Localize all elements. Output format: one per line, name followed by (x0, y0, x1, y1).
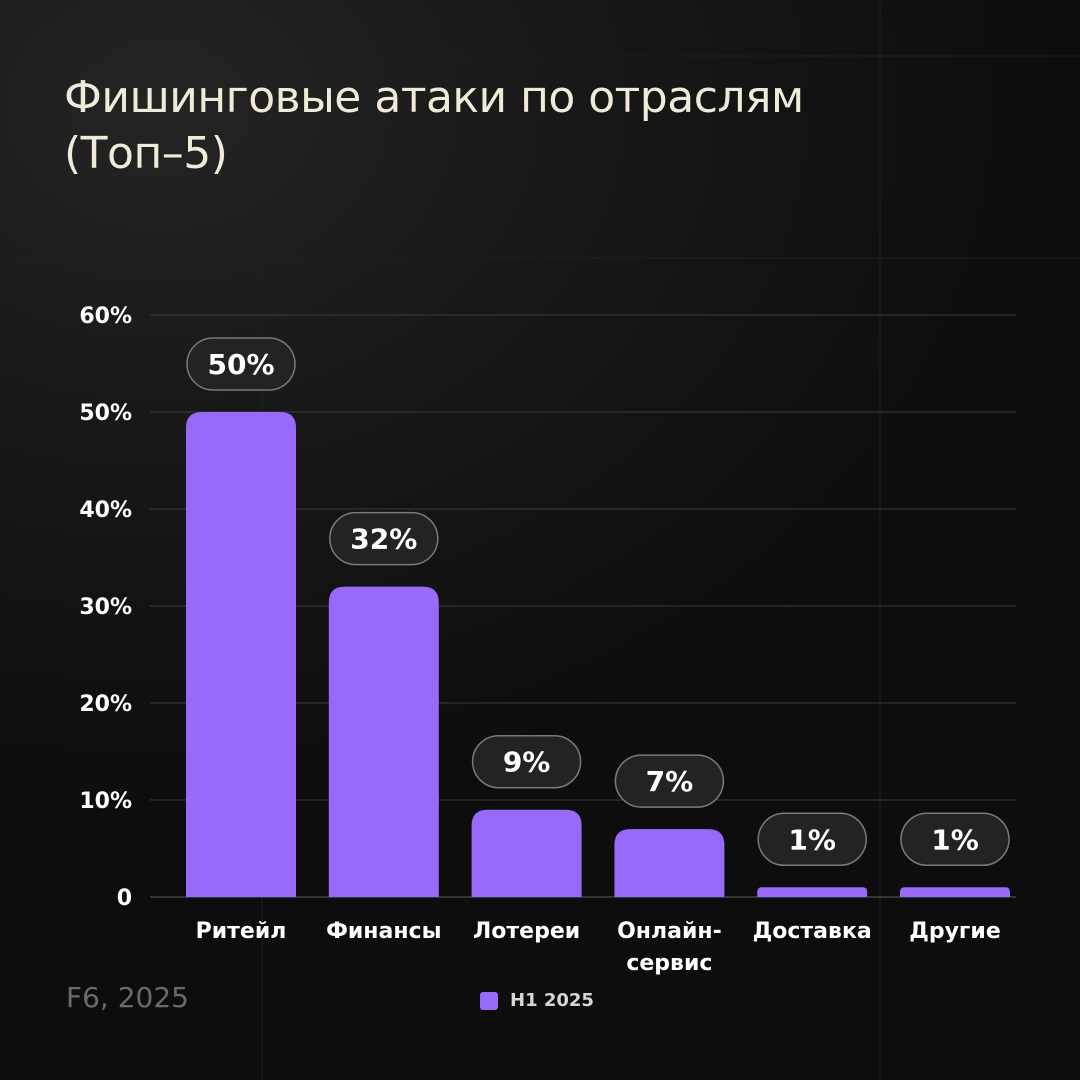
bar (328, 586, 439, 897)
data-label-text: 50% (207, 348, 274, 381)
chart-title: Фишинговые атаки по отраслям (Топ–5) (64, 70, 964, 182)
data-label: 50% (186, 337, 296, 391)
y-tick-label: 20% (79, 692, 132, 717)
chart-legend: H1 2025 (480, 990, 594, 1011)
legend-label: H1 2025 (510, 990, 594, 1011)
y-tick-label: 60% (79, 304, 132, 329)
x-tick-label: Финансы (326, 919, 441, 944)
bar (614, 829, 725, 897)
chart-title-line-2: (Топ–5) (64, 128, 228, 179)
y-tick-label: 10% (79, 789, 132, 814)
data-label-text: 1% (931, 823, 979, 856)
x-tick-label: Лотереи (473, 919, 580, 944)
x-tick-label: Онлайн- (617, 919, 722, 944)
chart-bars (186, 412, 1010, 897)
x-tick-label: Другие (909, 919, 1001, 944)
data-label: 7% (614, 754, 725, 808)
x-tick-label: Доставка (753, 919, 872, 944)
data-label-pill (900, 812, 1010, 867)
y-axis-ticks: 0 10% 20% 30% 40% 50% 60% (79, 304, 132, 911)
y-tick-label: 40% (79, 498, 132, 523)
x-tick-label: Ритейл (196, 919, 287, 944)
data-label-pill (329, 511, 439, 566)
y-tick-label: 0 (117, 886, 132, 911)
y-tick-label: 50% (79, 401, 132, 426)
data-label: 1% (900, 812, 1010, 867)
data-label-pill (186, 337, 296, 391)
y-tick-label: 30% (79, 595, 132, 620)
chart-title-line-1: Фишинговые атаки по отраслям (64, 72, 804, 123)
source-caption: F6, 2025 (66, 981, 189, 1014)
data-labels: 50% 32% 9% 7% 1% 1% (186, 337, 1010, 867)
x-tick-label: сервис (626, 951, 712, 976)
data-label-text: 7% (646, 765, 694, 798)
legend-swatch (480, 991, 498, 1010)
data-label: 9% (471, 734, 582, 789)
data-label: 1% (757, 812, 867, 867)
data-label-pill (757, 812, 867, 867)
data-label: 32% (329, 511, 439, 566)
bar (471, 809, 582, 897)
data-label-pill (614, 754, 725, 808)
bar (900, 887, 1010, 897)
data-label-text: 9% (503, 746, 551, 779)
data-label-text: 1% (788, 823, 836, 856)
x-axis-labels: Ритейл Финансы Лотереи Онлайн-сервис Доставк… (196, 919, 1001, 976)
data-label-text: 32% (350, 523, 417, 556)
bar (757, 887, 868, 897)
data-label-pill (471, 734, 582, 789)
bar (186, 412, 296, 897)
